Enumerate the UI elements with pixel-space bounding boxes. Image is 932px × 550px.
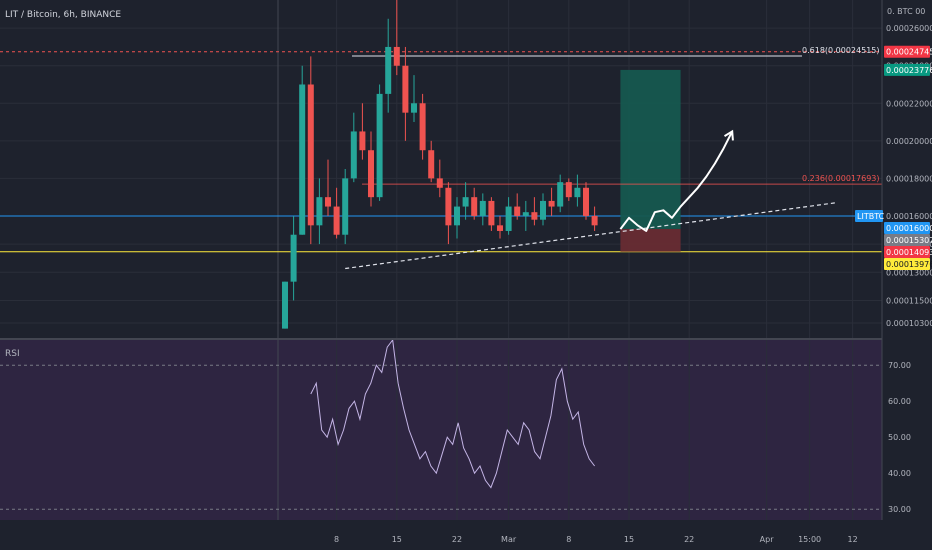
badge-text-6: 0.00013976 — [886, 260, 932, 269]
fib-618-label: 0.618(0.00024515) — [802, 46, 880, 55]
rsi-tick-0: 70.00 — [888, 361, 911, 370]
candle-body-9 — [359, 131, 366, 151]
candle-body-21 — [462, 197, 469, 207]
rsi-label: RSI — [5, 349, 20, 359]
badge-text-0: 0.00024745 — [886, 48, 932, 57]
candle-body-24 — [488, 200, 495, 226]
candle-body-32 — [557, 182, 564, 207]
candle-body-35 — [583, 187, 589, 216]
candle-body-18 — [436, 178, 443, 188]
badge-bg-4 — [884, 233, 930, 246]
projection-path[interactable] — [619, 130, 734, 232]
axis-header: 0. BTC 00 — [887, 7, 925, 16]
time-tick-5: 15 — [624, 535, 634, 544]
time-tick-8: 15:00 — [798, 535, 821, 544]
candle-body-14 — [402, 65, 409, 113]
candle-body-17 — [428, 150, 435, 179]
time-tick-3: Mar — [501, 535, 517, 544]
candle-body-3 — [307, 84, 314, 226]
price-axis-bg — [882, 0, 932, 550]
time-tick-2: 22 — [452, 535, 462, 544]
badge-bg-5 — [884, 245, 930, 258]
long-position-tool[interactable] — [620, 69, 681, 252]
badge-text-5: 0.00014093 — [886, 248, 932, 257]
badge-text-3: 0.00016000 — [886, 224, 932, 233]
badge-bg-6 — [884, 257, 930, 270]
time-axis[interactable]: 8 15 22 Mar 8 15 22 Apr 15:00 12 — [334, 535, 858, 544]
candle-body-16 — [419, 103, 426, 151]
price-pane-bg — [0, 0, 882, 338]
price-tick-4: 0.00018000 — [886, 174, 932, 183]
arrow-head — [724, 129, 734, 141]
candle-body-0 — [282, 281, 288, 329]
candle-body-7 — [342, 178, 349, 235]
candle-body-27 — [514, 206, 521, 216]
candle-body-19 — [445, 187, 452, 226]
rsi-tick-1: 60.00 — [888, 397, 911, 406]
candle-body-2 — [299, 84, 306, 235]
trend-line[interactable] — [345, 202, 836, 270]
grid — [0, 0, 882, 520]
time-tick-0: 8 — [334, 535, 339, 544]
candle-body-10 — [368, 150, 374, 198]
candle-body-34 — [574, 187, 581, 198]
price-tick-7: 0.00013000 — [886, 268, 932, 277]
candle-body-13 — [393, 46, 400, 66]
target-zone[interactable] — [620, 69, 681, 229]
candle-body-25 — [497, 225, 503, 231]
projection-arrow[interactable] — [619, 129, 734, 232]
time-tick-9: 12 — [848, 535, 858, 544]
badge-bg-0 — [884, 45, 930, 58]
rsi-pane-bg — [0, 340, 882, 520]
badge-bg-2 — [855, 209, 883, 222]
candle-body-1 — [290, 234, 297, 282]
candle-body-23 — [479, 200, 486, 216]
price-tick-3: 0.00020000 — [886, 137, 932, 146]
candle-body-8 — [350, 131, 357, 179]
rsi-tick-4: 30.00 — [888, 505, 911, 514]
price-tick-8: 0.00011500 — [886, 296, 932, 305]
candles — [282, 0, 598, 329]
candle-body-11 — [376, 93, 383, 198]
time-tick-4: 8 — [566, 535, 571, 544]
candle-body-22 — [471, 197, 478, 216]
rsi-tick-2: 50.00 — [888, 433, 911, 442]
candle-body-36 — [591, 215, 598, 226]
candle-body-12 — [385, 46, 392, 94]
candle-body-28 — [522, 212, 529, 216]
candle-body-20 — [454, 206, 460, 226]
badge-text-1: 0.00023776 — [886, 66, 932, 75]
badge-text-4: 0.00015307 — [886, 236, 932, 245]
time-tick-7: Apr — [760, 535, 775, 544]
candle-body-15 — [411, 103, 417, 113]
candle-body-26 — [505, 206, 512, 231]
candle-body-6 — [333, 206, 340, 235]
rsi-line — [310, 338, 595, 489]
stop-zone[interactable] — [620, 228, 681, 252]
fib-236-label: 0.236(0.00017693) — [802, 174, 880, 183]
price-tick-9: 0.00010300 — [886, 319, 932, 328]
time-tick-6: 22 — [684, 535, 694, 544]
symbol-title: LIT / Bitcoin, 6h, BINANCE — [5, 10, 121, 20]
badge-bg-3 — [884, 221, 930, 234]
price-tick-0: 0.00026000 — [886, 24, 932, 33]
candle-body-31 — [548, 200, 555, 207]
rsi-pane: 70.00 60.00 50.00 40.00 30.00 — [0, 338, 911, 514]
badge-bg-1 — [884, 63, 930, 76]
candle-body-33 — [565, 182, 572, 198]
price-tick-2: 0.00022000 — [886, 99, 932, 108]
support-trend-line[interactable] — [345, 202, 836, 270]
badge-text-2: LITBTC — [857, 212, 885, 221]
time-tick-1: 15 — [392, 535, 402, 544]
rsi-tick-3: 40.00 — [888, 469, 911, 478]
candle-body-29 — [531, 212, 538, 220]
candle-body-4 — [316, 197, 323, 226]
candle-body-30 — [540, 200, 546, 220]
candle-body-5 — [325, 197, 331, 207]
price-tick-5: 0.00016000 — [886, 212, 932, 221]
